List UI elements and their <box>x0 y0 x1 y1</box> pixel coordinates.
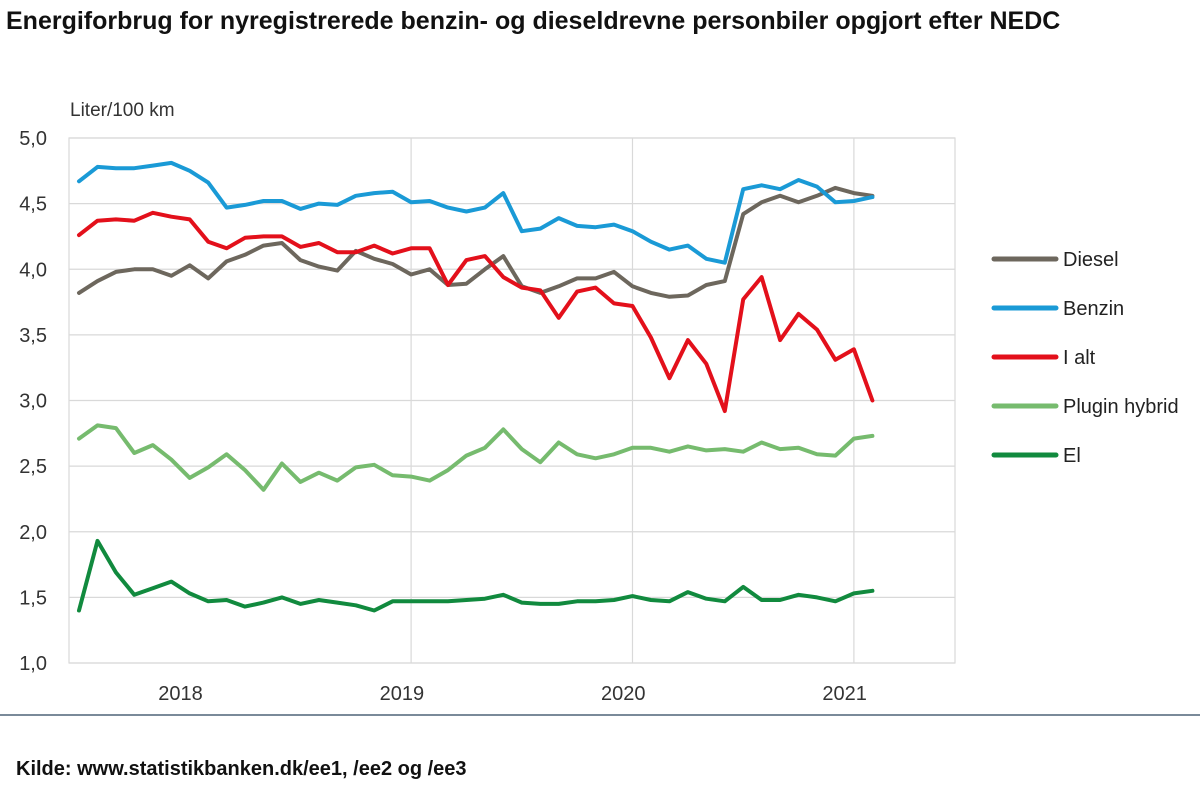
x-tick-label: 2018 <box>158 683 203 705</box>
divider <box>0 714 1200 716</box>
series-line-benzin <box>77 160 875 265</box>
y-axis-label: Liter/100 km <box>70 100 175 121</box>
series-lines <box>77 160 875 613</box>
series-line-plugin-hybrid <box>77 423 875 492</box>
legend-label-benzin: Benzin <box>1063 298 1124 320</box>
x-tick-label: 2020 <box>601 683 646 705</box>
source-note: Kilde: www.statistikbanken.dk/ee1, /ee2 … <box>16 758 467 780</box>
y-tick-label: 4,0 <box>19 259 47 281</box>
legend-label-el: El <box>1063 445 1081 467</box>
series-line-i-alt <box>77 210 875 413</box>
y-axis: 1,0 1,5 2,0 2,5 3,0 3,5 4,0 4,5 5,0 <box>19 128 47 675</box>
legend: Diesel Benzin I alt Plugin hybrid El <box>991 249 1179 467</box>
y-tick-label: 3,0 <box>19 391 47 413</box>
x-tick-label: 2019 <box>380 683 425 705</box>
x-axis: 2018 2019 2020 2021 <box>158 683 867 705</box>
legend-label-diesel: Diesel <box>1063 249 1119 271</box>
legend-label-i-alt: I alt <box>1063 347 1096 369</box>
y-tick-label: 4,5 <box>19 194 47 216</box>
grid <box>69 137 955 664</box>
series-line-diesel <box>77 185 875 299</box>
x-tick-label: 2021 <box>822 683 867 705</box>
line-chart: 1,0 1,5 2,0 2,5 3,0 3,5 4,0 4,5 5,0 2018 2019 2020… <box>19 100 1179 705</box>
legend-label-plugin-hybrid: Plugin hybrid <box>1063 396 1179 418</box>
y-tick-label: 2,0 <box>19 522 47 544</box>
y-tick-label: 5,0 <box>19 128 47 150</box>
series-line-el <box>77 538 875 613</box>
chart-title: Energiforbrug for nyregistrerede benzin-… <box>6 7 1061 35</box>
y-tick-label: 2,5 <box>19 456 47 478</box>
y-tick-label: 3,5 <box>19 325 47 347</box>
y-tick-label: 1,0 <box>19 653 47 675</box>
y-tick-label: 1,5 <box>19 587 47 609</box>
